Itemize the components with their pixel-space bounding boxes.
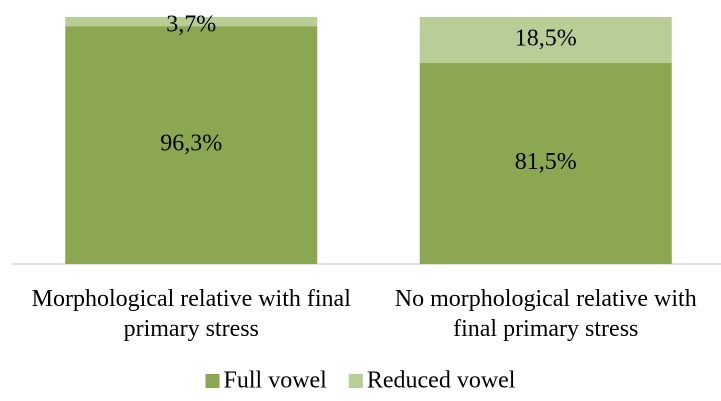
data-label: 96,3% <box>160 131 222 157</box>
label-line: primary stress <box>124 316 259 342</box>
legend-swatch <box>205 374 220 388</box>
data-label: 18,5% <box>515 25 577 51</box>
bar-segment <box>419 17 672 63</box>
legend-label: Full vowel <box>224 368 328 394</box>
label-line: No morphological relative with <box>395 286 697 312</box>
bar-segment <box>419 62 672 264</box>
data-label: 81,5% <box>515 149 577 175</box>
x-tick-label: Morphological relative with final primary… <box>32 286 352 342</box>
legend-swatch <box>348 374 363 388</box>
bar-segment <box>65 26 318 264</box>
label-line: Morphological relative with final <box>32 286 352 312</box>
bar-segment <box>65 17 318 27</box>
data-label: 3,7% <box>166 12 216 38</box>
legend: Full vowel Reduced vowel <box>205 368 516 394</box>
x-tick-label: No morphological relative with final prim… <box>395 286 697 342</box>
label-line: final primary stress <box>453 316 638 342</box>
legend-label: Reduced vowel <box>367 368 516 394</box>
